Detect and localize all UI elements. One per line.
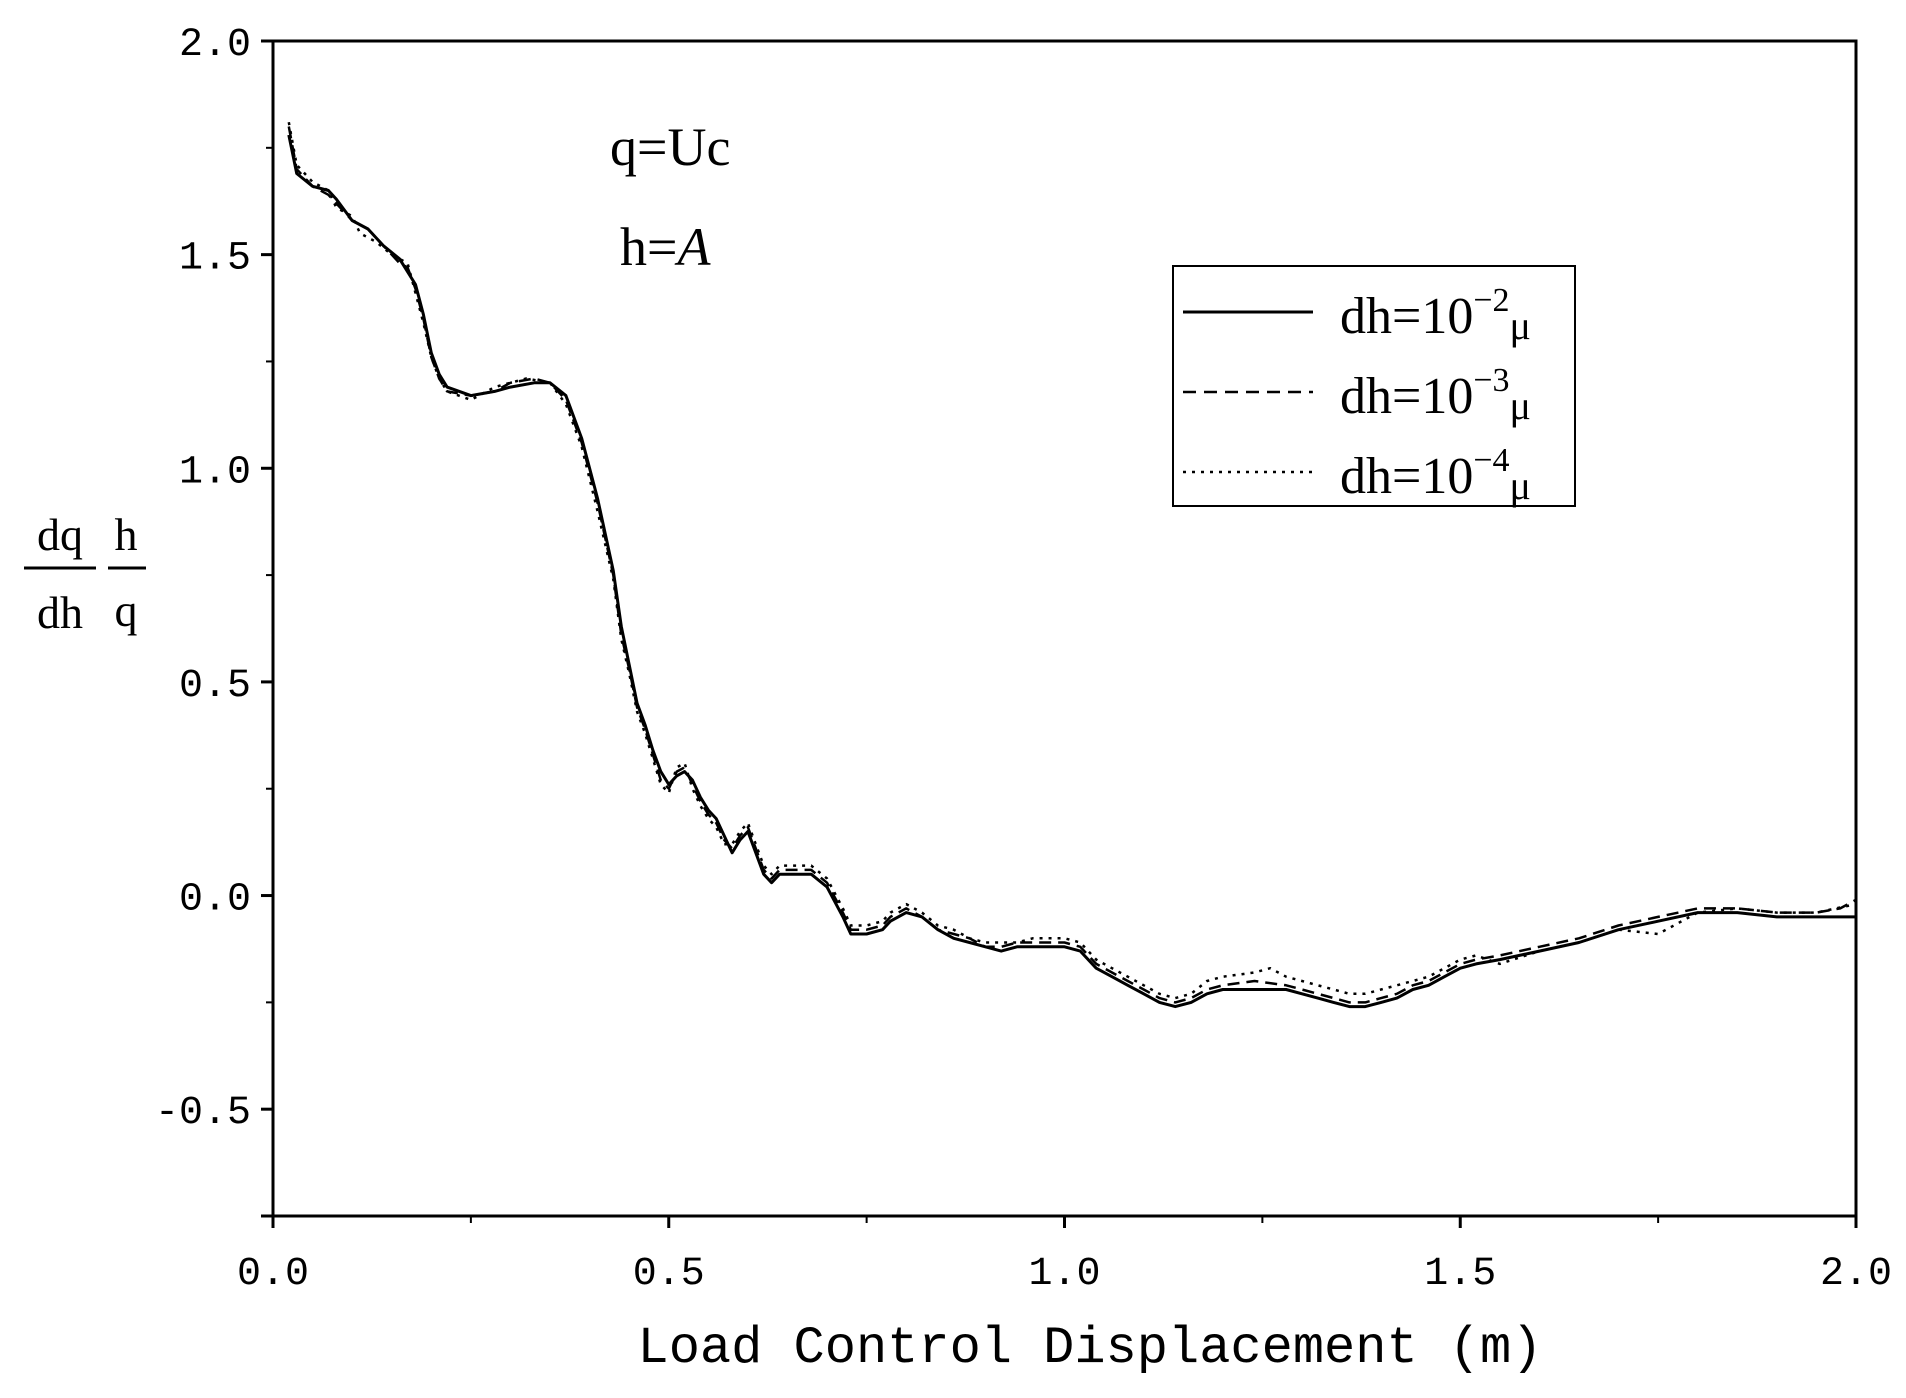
y-label-frac1-den: dh bbox=[37, 587, 83, 638]
y-tick-label: 2.0 bbox=[179, 23, 251, 68]
x-tick-label: 2.0 bbox=[1820, 1252, 1892, 1297]
y-tick-label: 1.0 bbox=[179, 450, 251, 495]
series-group bbox=[287, 121, 1857, 1009]
y-tick-label: 1.5 bbox=[179, 237, 251, 282]
annotation-h-symbol: A bbox=[674, 217, 711, 277]
y-tick-label: 0.5 bbox=[179, 664, 251, 709]
y-label-frac2-den: q bbox=[115, 585, 138, 636]
plot-frame bbox=[271, 39, 1858, 1218]
x-tick-label: 0.0 bbox=[237, 1252, 309, 1297]
series-line-dotted bbox=[287, 121, 1857, 1000]
legend-2-base: dh=10 bbox=[1340, 368, 1473, 425]
series-line-dashed bbox=[287, 126, 1857, 1004]
legend-3-exp: −4 bbox=[1473, 442, 1509, 479]
annotation-h: h=A bbox=[620, 217, 711, 277]
legend-label-3: dh=10−4μ bbox=[1340, 442, 1531, 508]
y-tick-label: 0.0 bbox=[179, 878, 251, 923]
legend-label-2: dh=10−3μ bbox=[1340, 362, 1531, 428]
legend-3-base: dh=10 bbox=[1340, 448, 1473, 505]
legend-2-unit: μ bbox=[1510, 383, 1531, 428]
x-tick-label: 1.0 bbox=[1028, 1252, 1100, 1297]
legend-1-base: dh=10 bbox=[1340, 288, 1473, 345]
legend-box bbox=[1172, 265, 1576, 507]
legend-3-unit: μ bbox=[1510, 463, 1531, 508]
x-axis-title: Load Control Displacement (m) bbox=[638, 1319, 1543, 1378]
legend-label-1: dh=10−2μ bbox=[1340, 282, 1531, 348]
legend-1-unit: μ bbox=[1510, 303, 1531, 348]
x-axis: 0.0 0.5 1.0 1.5 2.0 bbox=[237, 1216, 1892, 1297]
annotation-h-prefix: h= bbox=[620, 217, 677, 277]
legend-2-exp: −3 bbox=[1473, 362, 1509, 399]
y-tick-label: -0.5 bbox=[155, 1091, 251, 1136]
y-axis: -0.5 0.0 0.5 1.0 1.5 2.0 bbox=[155, 23, 273, 1218]
y-label-frac2-num: h bbox=[115, 509, 138, 560]
y-axis-label: dq dh h q bbox=[24, 509, 146, 638]
x-tick-label: 0.5 bbox=[633, 1252, 705, 1297]
y-label-frac1-num: dq bbox=[37, 509, 83, 560]
x-tick-label: 1.5 bbox=[1424, 1252, 1496, 1297]
legend: dh=10−2μ dh=10−3μ dh=10−4μ bbox=[1172, 265, 1576, 508]
annotation-q: q=Uc bbox=[610, 117, 730, 177]
series-line-solid bbox=[287, 134, 1856, 1009]
legend-1-exp: −2 bbox=[1473, 282, 1509, 319]
